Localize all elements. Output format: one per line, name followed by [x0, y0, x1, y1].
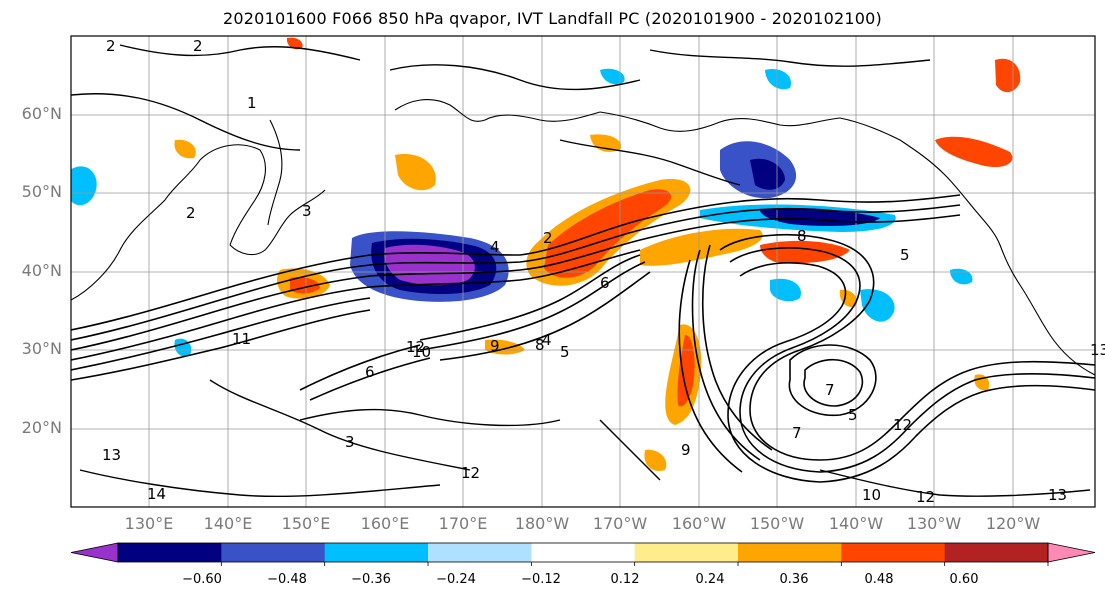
- colorbar-tick-label: 0.36: [779, 572, 809, 587]
- colorbar-tick-label: −0.48: [267, 572, 307, 587]
- contour-label: 7: [792, 424, 802, 442]
- contour-label: 6: [365, 363, 375, 381]
- lon-tick-label: 170°W: [592, 514, 648, 533]
- contour-label: 13: [102, 446, 121, 464]
- contour-labels: 2 2 1 3 2 4 6 2 8 5 11 12 10 9 8 5 4 7 3…: [102, 37, 1105, 506]
- negative-anomaly: [765, 69, 791, 90]
- colorbar-tick-label: −0.12: [521, 572, 561, 587]
- contour-lines-bundle: [71, 194, 1095, 483]
- negative-anomaly: [71, 166, 97, 206]
- colorbar-tick-label: −0.24: [436, 572, 476, 587]
- negative-anomaly: [600, 68, 625, 85]
- lon-tick-label: 130°E: [124, 514, 174, 533]
- negative-anomaly: [770, 278, 801, 302]
- lon-tick-label: 180°W: [514, 514, 570, 533]
- positive-anomaly: [640, 228, 763, 266]
- contour-label: 6: [600, 274, 610, 292]
- positive-anomaly: [174, 139, 196, 159]
- contour-label: 12: [406, 338, 425, 356]
- lon-tick-label: 160°E: [360, 514, 410, 533]
- lon-tick-label: 150°W: [749, 514, 805, 533]
- negative-anomaly: [750, 158, 785, 190]
- lon-tick-label: 170°E: [438, 514, 488, 533]
- contour-label: 10: [412, 343, 431, 361]
- colorbar-tick-label: 0.24: [695, 572, 725, 587]
- contour-label: 5: [900, 246, 910, 264]
- lat-tick-label: 50°N: [21, 182, 62, 201]
- contour-label: 13: [1090, 341, 1105, 359]
- colorbar-tick-label: 0.60: [949, 572, 979, 587]
- colorbar-tick-label: −0.36: [351, 572, 391, 587]
- figure-title: 2020101600 F066 850 hPa qvapor, IVT Land…: [223, 9, 882, 28]
- contour-label: 2: [193, 37, 203, 55]
- contour-label: 1: [247, 94, 257, 112]
- contour-label: 12: [461, 464, 480, 482]
- lon-tick-label: 120°W: [985, 514, 1041, 533]
- contour-label: 12: [893, 416, 912, 434]
- contour-label: 8: [797, 227, 807, 245]
- contour-label: 3: [345, 433, 355, 451]
- lat-tick-label: 40°N: [21, 261, 62, 280]
- contour-label: 7: [825, 381, 835, 399]
- contour-label: 9: [681, 441, 691, 459]
- contour-label: 5: [560, 343, 570, 361]
- colorbar-tick-label: 0.48: [864, 572, 894, 587]
- lon-tick-label: 140°E: [203, 514, 253, 533]
- contour-label: 13: [1048, 486, 1067, 504]
- lat-tick-label: 60°N: [21, 104, 62, 123]
- lat-tick-label: 20°N: [21, 418, 62, 437]
- lat-tick-label: 30°N: [21, 339, 62, 358]
- lon-tick-label: 160°W: [671, 514, 727, 533]
- contour-label: 2: [106, 37, 116, 55]
- colorbar-tick-label: −0.60: [182, 572, 222, 587]
- contour-label: 8: [535, 336, 545, 354]
- contour-label: 10: [862, 486, 881, 504]
- lon-tick-label: 150°E: [281, 514, 331, 533]
- negative-anomaly: [950, 268, 973, 285]
- contour-label: 4: [542, 331, 552, 349]
- coastlines: [71, 99, 1095, 376]
- map-frame: [70, 35, 1096, 508]
- positive-anomaly: [544, 189, 672, 278]
- positive-anomaly: [995, 58, 1021, 93]
- lon-tick-label: 130°W: [906, 514, 962, 533]
- contour-label: 2: [543, 229, 553, 247]
- negative-anomaly: [384, 244, 475, 286]
- contour-label: 5: [848, 406, 858, 424]
- positive-anomaly: [677, 334, 695, 407]
- lon-tick-label: 140°W: [828, 514, 884, 533]
- contour-label: 4: [490, 238, 500, 256]
- contour-label: 9: [490, 337, 500, 355]
- contour-label: 2: [186, 204, 196, 222]
- positive-anomaly: [935, 136, 1013, 168]
- contour-label: 3: [302, 202, 312, 220]
- positive-anomaly: [286, 37, 303, 50]
- contour-label: 11: [232, 330, 251, 348]
- contour-lines-thin: [71, 44, 1091, 498]
- contour-label: 14: [147, 485, 166, 503]
- positive-anomaly: [395, 154, 436, 191]
- positive-anomaly: [644, 449, 667, 471]
- positive-anomaly: [760, 240, 850, 264]
- colorbar-tick-label: 0.12: [610, 572, 640, 587]
- contour-label: 12: [916, 488, 935, 506]
- negative-anomaly: [860, 289, 895, 322]
